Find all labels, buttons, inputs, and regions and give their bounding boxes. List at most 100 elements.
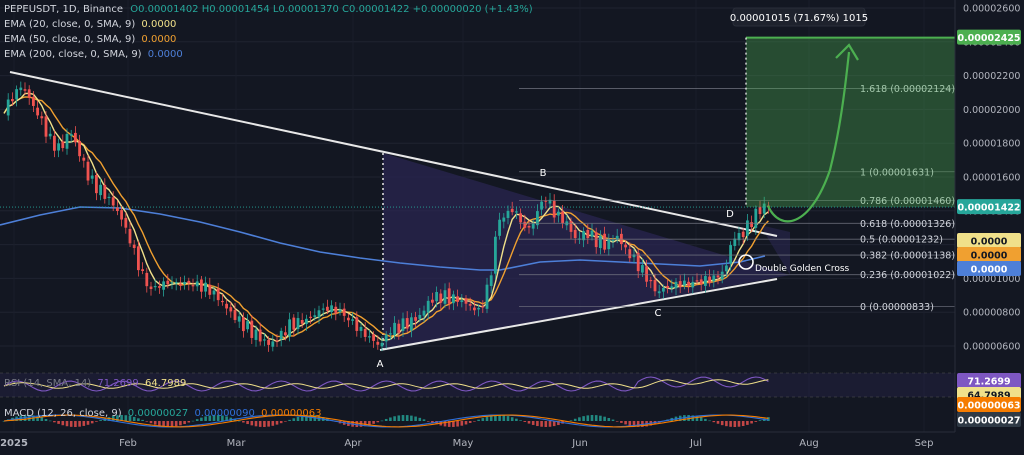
macd-legend[interactable]: MACD (12, 26, close, 9) 0.00000027 0.000… bbox=[4, 406, 322, 421]
macd-histogram-bar bbox=[410, 415, 413, 421]
macd-histogram-bar bbox=[216, 415, 220, 421]
macd-histogram-bar bbox=[187, 421, 191, 423]
macd-histogram-bar bbox=[716, 421, 720, 424]
candle-body bbox=[48, 133, 52, 137]
candle-body bbox=[712, 275, 716, 282]
candle-body bbox=[166, 280, 170, 285]
upper-trendline bbox=[9, 71, 778, 237]
macd-histogram-bar bbox=[725, 421, 728, 427]
candle-body bbox=[74, 132, 77, 143]
candle-body bbox=[368, 336, 371, 338]
macd-histogram-bar bbox=[233, 419, 237, 421]
macd-histogram-bar bbox=[149, 421, 153, 424]
candle-body bbox=[36, 107, 39, 116]
candle-body bbox=[107, 196, 111, 199]
candle-body bbox=[263, 339, 266, 341]
macd-histogram-bar bbox=[292, 418, 296, 421]
macd-histogram-bar bbox=[405, 415, 409, 421]
candle-body bbox=[359, 326, 363, 331]
macd-histogram-bar bbox=[74, 421, 77, 427]
candle-body bbox=[498, 219, 501, 236]
candle-body bbox=[313, 315, 317, 318]
candle-body bbox=[758, 206, 762, 215]
macd-histogram-bar bbox=[586, 415, 590, 421]
candle-body bbox=[347, 317, 350, 321]
candle-body bbox=[296, 318, 300, 329]
macd-histogram-bar bbox=[174, 421, 178, 427]
price-tick-label: 0.00002600 bbox=[963, 4, 1020, 15]
candle-body bbox=[57, 143, 60, 151]
macd-histogram-bar bbox=[540, 421, 543, 427]
candle-body bbox=[741, 231, 745, 238]
macd-histogram-bar bbox=[267, 421, 270, 427]
macd-histogram-bar bbox=[271, 421, 275, 426]
macd-histogram-bar bbox=[120, 415, 123, 421]
candle-body bbox=[746, 220, 749, 236]
macd-signal-badge: 0.00000063 bbox=[957, 401, 1020, 412]
candle-body bbox=[279, 330, 283, 340]
macd-histogram-bar bbox=[502, 415, 506, 421]
candle-body bbox=[233, 310, 237, 320]
candle-body bbox=[11, 99, 14, 102]
macd-histogram-bar bbox=[128, 415, 132, 421]
candle-body bbox=[82, 157, 86, 161]
macd-histogram-bar bbox=[82, 421, 86, 426]
macd-histogram-bar bbox=[254, 421, 258, 427]
macd-histogram-bar bbox=[615, 421, 619, 422]
macd-histogram-bar bbox=[65, 421, 69, 427]
candle-body bbox=[582, 231, 585, 241]
symbol-line[interactable]: PEPEUSDT, 1D, Binance bbox=[4, 4, 124, 15]
macd-histogram-bar bbox=[380, 420, 384, 422]
candle-body bbox=[687, 281, 690, 286]
candle-body bbox=[468, 304, 472, 306]
macd-histogram-bar bbox=[447, 421, 451, 427]
legend-ema50[interactable]: EMA (50, close, 0, SMA, 9) 0.0000 bbox=[4, 32, 533, 47]
macd-histogram-bar bbox=[99, 420, 102, 421]
macd-hist-badge-bg bbox=[957, 412, 1021, 427]
candle-body bbox=[754, 208, 758, 228]
macd-histogram-bar bbox=[69, 421, 73, 427]
macd-histogram-bar bbox=[720, 421, 724, 426]
candle-body bbox=[544, 200, 548, 202]
time-tick-label: 2025 bbox=[0, 438, 28, 449]
candle-body bbox=[221, 300, 224, 303]
macd-histogram-bar bbox=[279, 421, 283, 424]
rsi-legend[interactable]: RSI (14, SMA, 14) 71.2699 64.7989 bbox=[4, 376, 186, 391]
candle-body bbox=[27, 89, 31, 99]
macd-histogram-bar bbox=[569, 420, 573, 421]
fib-label: 0.618 (0.00001326) bbox=[860, 219, 955, 230]
candle-body bbox=[204, 282, 207, 292]
macd-histogram-bar bbox=[531, 421, 535, 425]
price-badge-bg bbox=[957, 199, 1021, 215]
macd-histogram-bar bbox=[242, 421, 245, 423]
candle-body bbox=[141, 269, 144, 272]
macd-histogram-bar bbox=[510, 417, 514, 421]
candle-body bbox=[473, 307, 476, 311]
ema-badge: 0.0000 bbox=[971, 251, 1008, 262]
candle-body bbox=[599, 235, 602, 249]
macd-histogram-bar bbox=[296, 416, 300, 421]
legend-ema20[interactable]: EMA (20, close, 0, SMA, 9) 0.0000 bbox=[4, 17, 533, 32]
candle-body bbox=[477, 307, 480, 310]
candle-body bbox=[502, 217, 506, 222]
triangle-fill bbox=[383, 153, 790, 350]
macd-histogram-bar bbox=[485, 416, 489, 421]
macd-histogram-bar bbox=[733, 421, 737, 427]
macd-histogram-bar bbox=[27, 415, 31, 421]
macd-histogram-bar bbox=[599, 415, 602, 421]
rsi-value: 71.2699 bbox=[97, 378, 139, 389]
candle-body bbox=[645, 266, 648, 282]
candle-body bbox=[229, 307, 233, 312]
macd-histogram-bar bbox=[363, 421, 367, 427]
macd-histogram-bar bbox=[519, 420, 522, 421]
macd-histogram-bar bbox=[712, 421, 716, 423]
macd-histogram-bar bbox=[695, 416, 699, 421]
candle-body bbox=[422, 310, 426, 316]
rsi-badge: 71.2699 bbox=[967, 377, 1010, 388]
macd-histogram-bar bbox=[191, 420, 195, 422]
candle-body bbox=[657, 291, 661, 294]
candle-body bbox=[6, 99, 10, 116]
legend-ema200[interactable]: EMA (200, close, 0, SMA, 9) 0.0000 bbox=[4, 47, 533, 62]
macd-histogram-bar bbox=[746, 421, 749, 425]
